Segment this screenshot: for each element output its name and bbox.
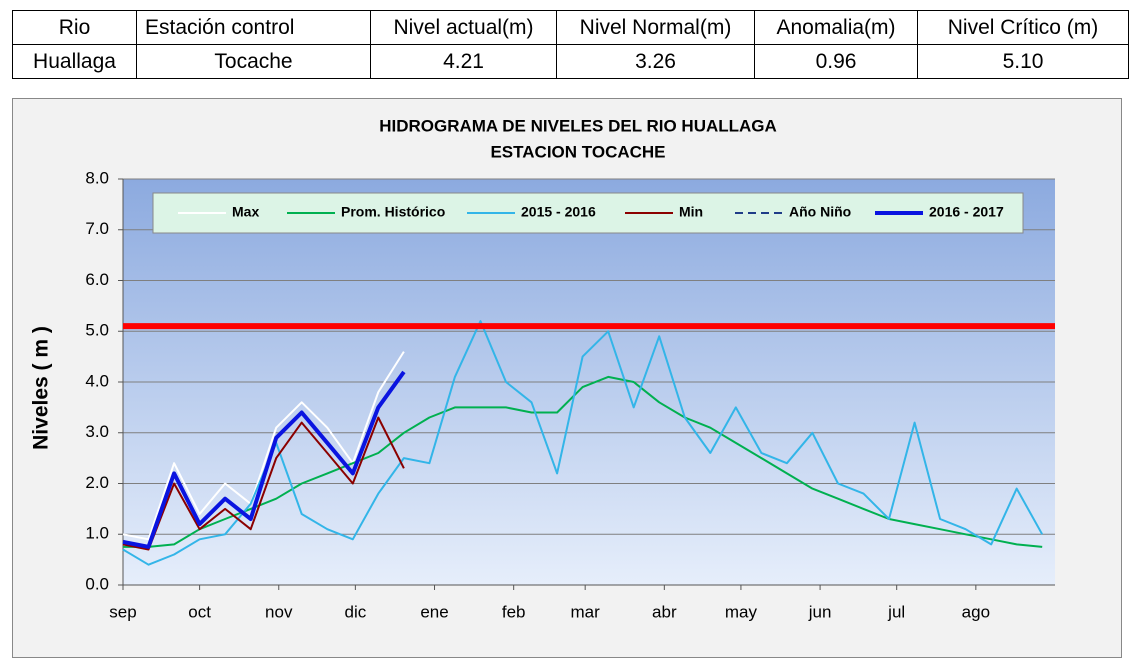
- cell: Tocache: [136, 44, 371, 79]
- y-tick-label: 8.0: [85, 168, 109, 187]
- legend-label: Min: [679, 204, 703, 220]
- x-tick-label: ene: [420, 602, 448, 621]
- x-tick-label: sep: [109, 602, 136, 621]
- x-tick-label: nov: [265, 602, 293, 621]
- legend-label: Max: [232, 204, 259, 220]
- data-row: Huallaga Tocache 4.21 3.26 0.96 5.10: [12, 44, 1129, 79]
- header-cell: Rio: [12, 10, 137, 45]
- header-cell: Nivel Normal(m): [556, 10, 755, 45]
- x-tick-label: mar: [571, 602, 601, 621]
- cell: Huallaga: [12, 44, 137, 79]
- x-tick-label: dic: [344, 602, 366, 621]
- y-tick-label: 0.0: [85, 574, 109, 593]
- legend-label: 2016 - 2017: [929, 204, 1004, 220]
- y-tick-label: 5.0: [85, 321, 109, 340]
- y-tick-label: 1.0: [85, 524, 109, 543]
- y-tick-label: 6.0: [85, 270, 109, 289]
- legend: Max Prom. Histórico 2015 - 2016 Min Año Niño…: [152, 192, 1024, 234]
- cell: 3.26: [556, 44, 755, 79]
- series-line: [122, 351, 405, 541]
- x-tick-label: may: [725, 602, 758, 621]
- legend-label: 2015 - 2016: [521, 204, 596, 220]
- chart-title: HIDROGRAMA DE NIVELES DEL RIO HUALLAGA: [379, 116, 777, 135]
- x-tick-label: ago: [962, 602, 990, 621]
- x-tick-label: oct: [188, 602, 211, 621]
- series-line: [122, 370, 406, 549]
- series-line: [122, 416, 405, 551]
- header-cell: Nivel Crítico (m): [917, 10, 1129, 45]
- cell: 0.96: [754, 44, 918, 79]
- x-tick-label: abr: [652, 602, 677, 621]
- header-cell: Estación control: [136, 10, 371, 45]
- y-tick-label: 2.0: [85, 473, 109, 492]
- cell: 5.10: [917, 44, 1129, 79]
- x-tick-label: feb: [502, 602, 526, 621]
- x-tick-label: jun: [808, 602, 832, 621]
- y-tick-label: 3.0: [85, 422, 109, 441]
- x-tick-label: jul: [887, 602, 905, 621]
- y-axis-label: Niveles ( m ): [30, 326, 53, 450]
- y-tick-label: 4.0: [85, 371, 109, 390]
- cell: 4.21: [370, 44, 557, 79]
- chart-subtitle: ESTACION TOCACHE: [490, 142, 665, 161]
- summary-table: Rio Estación control Nivel actual(m) Niv…: [12, 10, 1129, 79]
- header-row: Rio Estación control Nivel actual(m) Niv…: [12, 10, 1129, 45]
- y-tick-label: 7.0: [85, 219, 109, 238]
- legend-label: Prom. Histórico: [341, 204, 445, 220]
- legend-label: Año Niño: [789, 204, 851, 220]
